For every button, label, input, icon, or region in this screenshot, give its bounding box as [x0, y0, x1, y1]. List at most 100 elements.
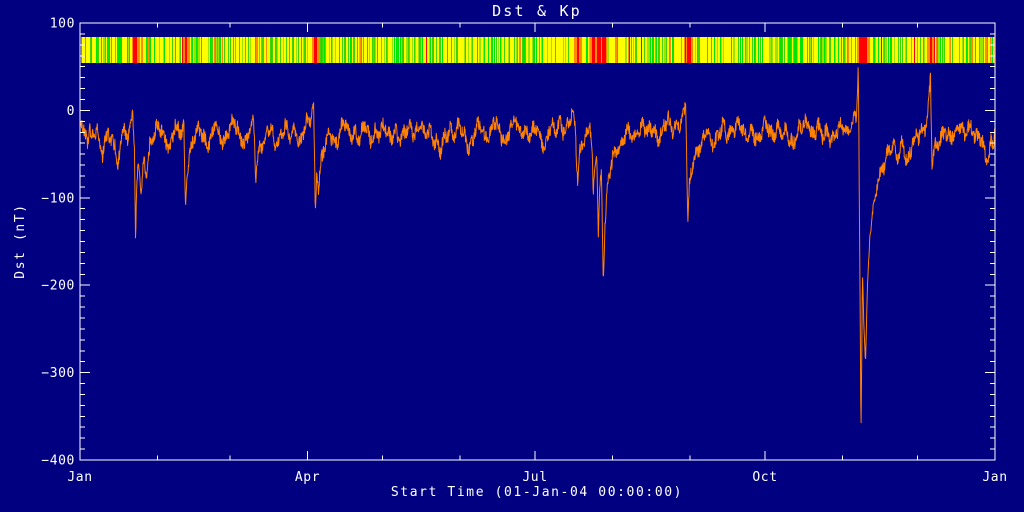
kp-strip-segment: [580, 36, 582, 64]
kp-strip-segment: [201, 36, 203, 64]
kp-strip-segment: [225, 36, 227, 64]
kp-strip-segment: [377, 36, 379, 64]
kp-strip-segment: [544, 36, 546, 64]
kp-strip-segment: [288, 36, 290, 64]
kp-strip-segment: [517, 36, 519, 64]
kp-strip-segment: [920, 36, 922, 64]
kp-strip-segment: [862, 36, 864, 64]
kp-strip-segment: [608, 36, 610, 64]
kp-strip-segment: [760, 36, 762, 64]
kp-strip-segment: [453, 36, 455, 64]
kp-strip-segment: [805, 36, 807, 64]
kp-strip-segment: [506, 36, 508, 64]
kp-strip-segment: [792, 36, 794, 64]
kp-strip-segment: [531, 36, 533, 64]
kp-strip-segment: [652, 36, 654, 64]
kp-strip-segment: [163, 36, 165, 64]
kp-strip-segment: [654, 36, 656, 64]
kp-strip-segment: [914, 36, 916, 64]
kp-strip-segment: [747, 36, 749, 64]
kp-strip-segment: [653, 36, 655, 64]
kp-strip-segment: [394, 36, 396, 64]
kp-strip-segment: [182, 36, 184, 64]
kp-strip-segment: [931, 36, 933, 64]
kp-strip-segment: [676, 36, 678, 64]
kp-strip-segment: [900, 36, 902, 64]
kp-strip-segment: [160, 36, 162, 64]
kp-strip-segment: [640, 36, 642, 64]
kp-strip-segment: [724, 36, 726, 64]
kp-strip-segment: [751, 36, 753, 64]
kp-strip-segment: [848, 36, 850, 64]
kp-strip-segment: [816, 36, 818, 64]
kp-strip-segment: [970, 36, 972, 64]
kp-strip-segment: [375, 36, 377, 64]
kp-strip-segment: [765, 36, 767, 64]
kp-strip-segment: [91, 36, 93, 64]
kp-strip-segment: [440, 36, 442, 64]
kp-strip-segment: [395, 36, 397, 64]
kp-strip-segment: [92, 36, 94, 64]
kp-strip-segment: [148, 36, 150, 64]
kp-strip-segment: [485, 36, 487, 64]
kp-strip-segment: [721, 36, 723, 64]
kp-strip-segment: [719, 36, 721, 64]
kp-strip-segment: [942, 36, 944, 64]
kp-strip-segment: [103, 36, 105, 64]
kp-strip-segment: [989, 36, 991, 64]
kp-strip-segment: [473, 36, 475, 64]
kp-strip-segment: [885, 36, 887, 64]
chart-title: Dst & Kp: [492, 2, 582, 20]
kp-strip-segment: [826, 36, 828, 64]
kp-strip-segment: [643, 36, 645, 64]
kp-strip-segment: [926, 36, 928, 64]
kp-strip-segment: [881, 36, 883, 64]
kp-strip-segment: [460, 36, 462, 64]
kp-strip-segment: [727, 36, 729, 64]
kp-strip-segment: [332, 36, 334, 64]
kp-strip-segment: [147, 36, 149, 64]
kp-strip-segment: [518, 36, 520, 64]
kp-strip-segment: [523, 36, 525, 64]
kp-strip-segment: [588, 36, 590, 64]
kp-strip-segment: [632, 36, 634, 64]
kp-strip-segment: [119, 36, 121, 64]
kp-strip-segment: [340, 36, 342, 64]
kp-strip-segment: [519, 36, 521, 64]
kp-strip-segment: [982, 36, 984, 64]
kp-strip-segment: [99, 36, 101, 64]
kp-strip-segment: [547, 36, 549, 64]
kp-strip-segment: [606, 36, 608, 64]
kp-strip-segment: [90, 36, 92, 64]
kp-strip-segment: [157, 36, 159, 64]
kp-strip-segment: [987, 36, 989, 64]
kp-strip-segment: [786, 36, 788, 64]
kp-strip-segment: [559, 36, 561, 64]
kp-strip-segment: [530, 36, 532, 64]
kp-strip-segment: [965, 36, 967, 64]
kp-strip-segment: [161, 36, 163, 64]
kp-strip-segment: [284, 36, 286, 64]
kp-strip-segment: [298, 36, 300, 64]
kp-strip-segment: [587, 36, 589, 64]
kp-strip-segment: [325, 36, 327, 64]
kp-strip-segment: [165, 36, 167, 64]
kp-strip-segment: [351, 36, 353, 64]
kp-strip-segment: [585, 36, 587, 64]
kp-strip-segment: [104, 36, 106, 64]
kp-strip-segment: [314, 36, 316, 64]
kp-strip-segment: [426, 36, 428, 64]
kp-strip-segment: [923, 36, 925, 64]
kp-strip-segment: [962, 36, 964, 64]
kp-strip-segment: [409, 36, 411, 64]
kp-strip-segment: [450, 36, 452, 64]
kp-strip-segment: [358, 36, 360, 64]
kp-strip-segment: [373, 36, 375, 64]
kp-strip-segment: [858, 36, 860, 64]
kp-strip-segment: [176, 36, 178, 64]
kp-strip-segment: [628, 36, 630, 64]
kp-strip-segment: [764, 36, 766, 64]
kp-strip-segment: [164, 36, 166, 64]
kp-strip-segment: [992, 36, 994, 64]
kp-strip-segment: [903, 36, 905, 64]
